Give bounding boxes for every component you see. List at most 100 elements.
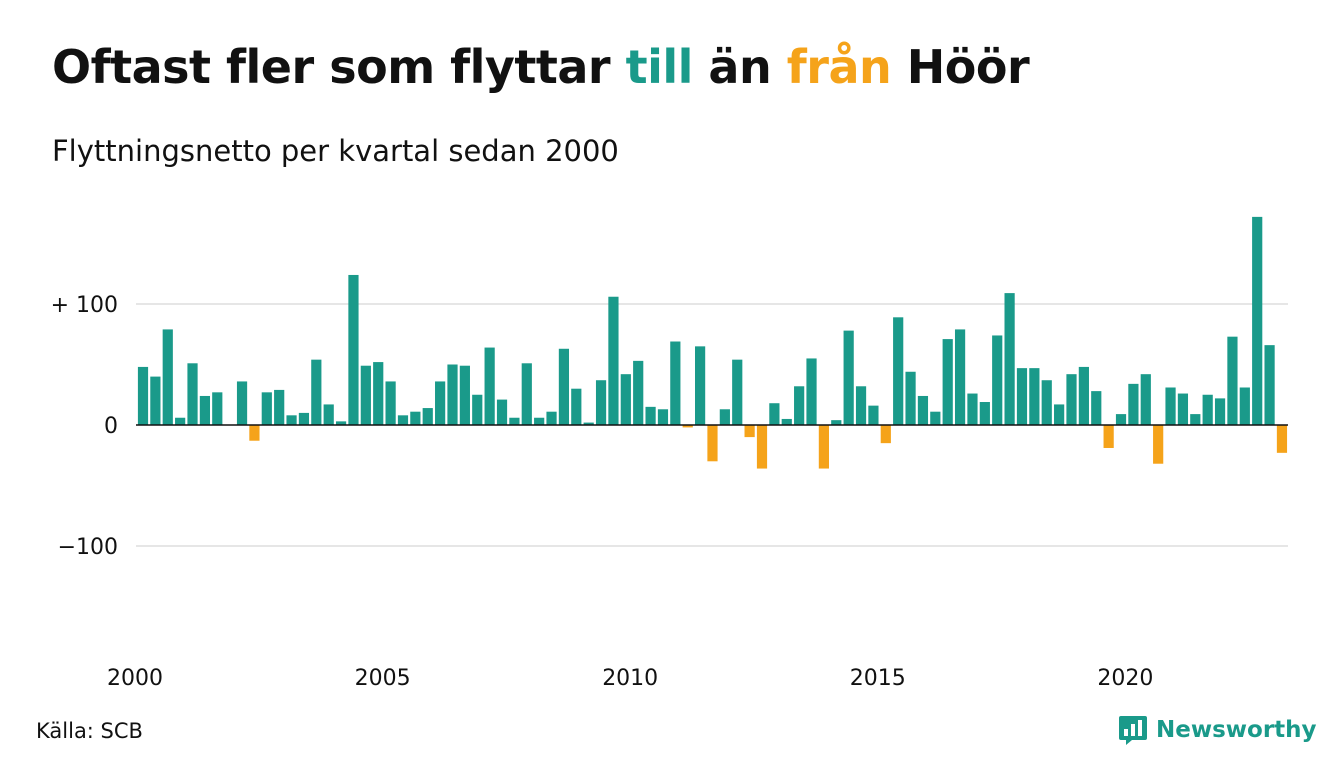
source-note: Källa: SCB: [36, 719, 143, 743]
bar-2003-k2: [298, 412, 310, 425]
x-tick-label: 2020: [1097, 666, 1153, 691]
bar-2006-k4: [472, 394, 483, 425]
bar-2006-k3: [459, 365, 470, 425]
bar-2009-k1: [583, 422, 594, 425]
bar-2007-k4: [521, 363, 532, 425]
y-tick-label: −100: [58, 535, 118, 560]
bar-2020-k1: [1128, 383, 1139, 425]
bar-2005-k3: [410, 411, 421, 425]
bar-2008-k4: [571, 388, 582, 425]
bar-2022-k2: [1239, 387, 1250, 425]
bar-2002-k3: [261, 392, 272, 425]
bar-2008-k1: [534, 417, 545, 425]
bar-2010-k4: [670, 341, 681, 425]
chart-title: Oftast fler som flyttar till än från Höö…: [52, 40, 1030, 94]
bar-2003-k4: [323, 404, 334, 425]
bar-2008-k3: [558, 348, 570, 425]
title-part-2: än: [692, 40, 787, 94]
x-tick-label: 2005: [355, 666, 411, 691]
bar-2006-k2: [447, 364, 458, 425]
bar-2001-k2: [199, 395, 210, 425]
bar-2007-k3: [509, 417, 520, 425]
bar-2003-k3: [311, 359, 322, 425]
bar-2021-k4: [1214, 398, 1226, 425]
bar-2022-k1: [1227, 336, 1238, 425]
bar-2019-k2: [1091, 391, 1102, 425]
bar-2011-k3: [707, 425, 718, 462]
x-tick-label: 2000: [107, 666, 163, 691]
bar-2014-k4: [868, 405, 879, 425]
bar-2021-k2: [1190, 414, 1201, 425]
x-axis-ticks: 2000 2005 2010 2015 2020: [107, 666, 1153, 691]
bar-2011-k1: [682, 425, 693, 428]
bar-2002-k2: [249, 425, 260, 441]
bar-2018-k4: [1066, 374, 1077, 425]
y-tick-label: 0: [104, 414, 118, 439]
bars: [136, 216, 1288, 469]
bar-2015-k2: [893, 317, 904, 425]
bar-2000-k2: [150, 376, 161, 425]
bar-2000-k3: [162, 329, 173, 425]
title-part-1: Oftast fler som flyttar: [52, 40, 626, 94]
bar-2016-k1: [930, 411, 941, 425]
bar-2005-k1: [385, 381, 396, 425]
bar-2005-k2: [397, 415, 409, 425]
bar-2022-k3: [1252, 216, 1263, 425]
bar-2016-k3: [954, 329, 966, 425]
bar-2016-k2: [942, 339, 953, 425]
bar-2003-k1: [286, 415, 297, 425]
gridlines: [136, 303, 1288, 547]
bar-2012-k1: [732, 359, 743, 425]
bar-2008-k2: [546, 411, 557, 425]
bar-2013-k3: [806, 358, 817, 425]
bar-2018-k1: [1029, 368, 1040, 425]
bar-2011-k2: [695, 346, 706, 425]
bar-2000-k4: [175, 417, 186, 425]
bar-2018-k2: [1041, 380, 1052, 425]
bar-2017-k4: [1016, 368, 1028, 425]
bar-2012-k4: [769, 403, 780, 425]
bar-2010-k2: [645, 406, 656, 425]
brand-name: Newsworthy: [1156, 717, 1317, 743]
newsworthy-logo-icon: [1119, 716, 1147, 745]
bar-2014-k3: [855, 386, 867, 425]
bar-2001-k3: [212, 392, 223, 425]
bar-2000-k1: [137, 366, 149, 425]
bar-2010-k1: [633, 360, 644, 425]
bar-2019-k1: [1078, 366, 1089, 425]
bar-2001-k1: [187, 363, 198, 425]
bar-2006-k1: [435, 381, 446, 425]
bar-2004-k2: [348, 274, 359, 425]
bar-2016-k4: [967, 393, 978, 425]
bar-2004-k1: [335, 421, 347, 425]
bar-2012-k3: [756, 425, 768, 469]
bar-2004-k4: [373, 362, 384, 425]
bar-2002-k1: [236, 381, 248, 425]
chart-subtitle: Flyttningsnetto per kvartal sedan 2000: [52, 134, 619, 168]
title-word-out: från: [786, 40, 892, 94]
bar-2013-k2: [794, 386, 805, 425]
title-part-3: Höör: [891, 40, 1030, 94]
bar-2020-k3: [1153, 425, 1164, 464]
bar-2017-k2: [992, 335, 1003, 425]
bar-2009-k4: [620, 374, 631, 425]
bar-2018-k3: [1054, 404, 1065, 425]
bar-2009-k2: [595, 380, 607, 425]
bar-2014-k1: [831, 420, 842, 425]
bar-2019-k4: [1115, 414, 1127, 425]
bar-2021-k1: [1177, 393, 1189, 425]
bar-2022-k4: [1264, 345, 1275, 425]
bar-2015-k1: [880, 425, 891, 444]
bar-2007-k2: [496, 399, 508, 425]
title-word-in: till: [625, 40, 694, 94]
bar-2021-k3: [1202, 394, 1213, 425]
bar-2015-k4: [917, 395, 929, 425]
y-tick-label: + 100: [51, 293, 118, 318]
bar-2005-k4: [422, 408, 433, 425]
bar-2007-k1: [484, 347, 495, 425]
bar-2023-k1: [1276, 425, 1288, 453]
bar-2009-k3: [608, 296, 619, 425]
bar-2014-k2: [843, 330, 854, 425]
bar-2004-k3: [360, 365, 371, 425]
